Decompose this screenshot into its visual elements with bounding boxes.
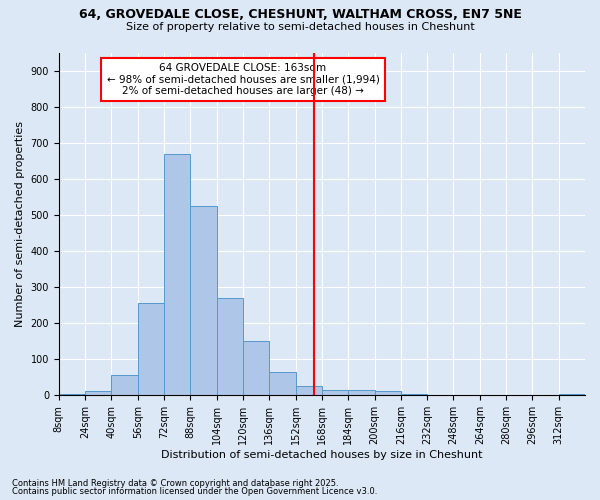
- Bar: [59, 394, 85, 396]
- Text: Contains HM Land Registry data © Crown copyright and database right 2025.: Contains HM Land Registry data © Crown c…: [12, 478, 338, 488]
- Y-axis label: Number of semi-detached properties: Number of semi-detached properties: [15, 121, 25, 327]
- Bar: [217, 298, 243, 396]
- Bar: [85, 391, 112, 396]
- Text: 64, GROVEDALE CLOSE, CHESHUNT, WALTHAM CROSS, EN7 5NE: 64, GROVEDALE CLOSE, CHESHUNT, WALTHAM C…: [79, 8, 521, 20]
- X-axis label: Distribution of semi-detached houses by size in Cheshunt: Distribution of semi-detached houses by …: [161, 450, 482, 460]
- Bar: [138, 304, 164, 396]
- Bar: [190, 206, 217, 396]
- Text: Size of property relative to semi-detached houses in Cheshunt: Size of property relative to semi-detach…: [125, 22, 475, 32]
- Bar: [374, 391, 401, 396]
- Bar: [559, 394, 585, 396]
- Bar: [322, 390, 348, 396]
- Bar: [348, 390, 374, 396]
- Bar: [296, 386, 322, 396]
- Bar: [164, 154, 190, 396]
- Text: Contains public sector information licensed under the Open Government Licence v3: Contains public sector information licen…: [12, 487, 377, 496]
- Bar: [243, 341, 269, 396]
- Bar: [269, 372, 296, 396]
- Text: 64 GROVEDALE CLOSE: 163sqm
← 98% of semi-detached houses are smaller (1,994)
2% : 64 GROVEDALE CLOSE: 163sqm ← 98% of semi…: [107, 63, 379, 96]
- Bar: [401, 394, 427, 396]
- Bar: [112, 376, 138, 396]
